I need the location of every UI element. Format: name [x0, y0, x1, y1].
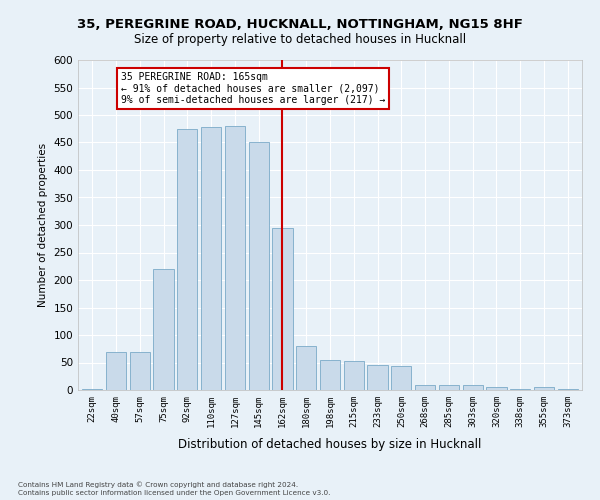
- Bar: [391, 366, 412, 390]
- Bar: [320, 360, 340, 390]
- Bar: [439, 384, 459, 390]
- Bar: [487, 387, 506, 390]
- Text: 35 PEREGRINE ROAD: 165sqm
← 91% of detached houses are smaller (2,097)
9% of sem: 35 PEREGRINE ROAD: 165sqm ← 91% of detac…: [121, 72, 385, 106]
- Bar: [344, 361, 364, 390]
- Bar: [510, 389, 530, 390]
- Text: 35, PEREGRINE ROAD, HUCKNALL, NOTTINGHAM, NG15 8HF: 35, PEREGRINE ROAD, HUCKNALL, NOTTINGHAM…: [77, 18, 523, 30]
- Bar: [557, 389, 578, 390]
- Bar: [225, 126, 245, 390]
- Bar: [82, 389, 103, 390]
- Bar: [367, 364, 388, 390]
- Text: Contains HM Land Registry data © Crown copyright and database right 2024.: Contains HM Land Registry data © Crown c…: [18, 481, 298, 488]
- Y-axis label: Number of detached properties: Number of detached properties: [38, 143, 48, 307]
- Bar: [296, 346, 316, 390]
- Bar: [106, 352, 126, 390]
- Bar: [415, 384, 435, 390]
- Bar: [463, 384, 483, 390]
- Text: Size of property relative to detached houses in Hucknall: Size of property relative to detached ho…: [134, 32, 466, 46]
- Bar: [201, 127, 221, 390]
- Bar: [177, 128, 197, 390]
- Bar: [272, 228, 293, 390]
- X-axis label: Distribution of detached houses by size in Hucknall: Distribution of detached houses by size …: [178, 438, 482, 451]
- Bar: [130, 352, 150, 390]
- Bar: [248, 142, 269, 390]
- Bar: [534, 387, 554, 390]
- Text: Contains public sector information licensed under the Open Government Licence v3: Contains public sector information licen…: [18, 490, 331, 496]
- Bar: [154, 269, 173, 390]
